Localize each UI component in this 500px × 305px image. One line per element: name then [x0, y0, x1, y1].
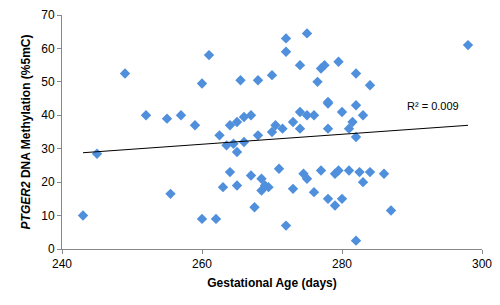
svg-text:260: 260 — [192, 257, 212, 271]
svg-text:60: 60 — [41, 42, 55, 56]
svg-text:PTGER2 DNA Methylation (%5mC): PTGER2 DNA Methylation (%5mC) — [19, 35, 33, 230]
svg-text:300: 300 — [472, 257, 492, 271]
svg-text:70: 70 — [41, 8, 55, 22]
svg-text:40: 40 — [41, 108, 55, 122]
svg-text:30: 30 — [41, 142, 55, 156]
svg-text:240: 240 — [52, 257, 72, 271]
svg-text:10: 10 — [41, 209, 55, 223]
svg-text:20: 20 — [41, 175, 55, 189]
svg-text:50: 50 — [41, 75, 55, 89]
svg-text:280: 280 — [332, 257, 352, 271]
svg-text:Gestational Age (days): Gestational Age (days) — [207, 276, 337, 290]
svg-text:R² = 0.009: R² = 0.009 — [407, 100, 459, 112]
svg-text:0: 0 — [48, 242, 55, 256]
